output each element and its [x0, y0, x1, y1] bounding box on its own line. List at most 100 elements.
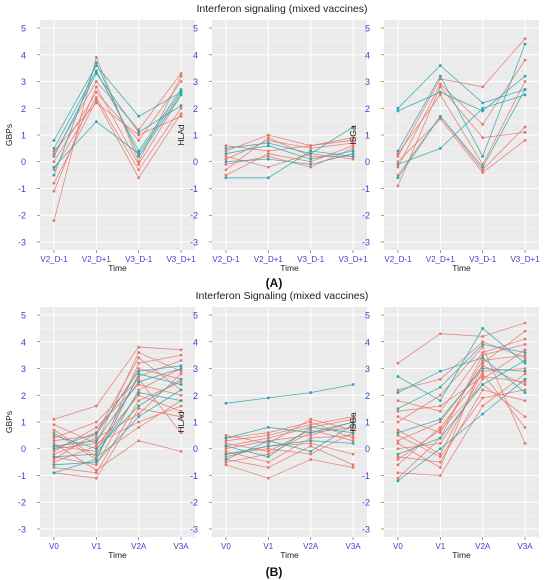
series-line — [397, 94, 526, 165]
data-point — [351, 157, 355, 161]
series-line — [225, 429, 354, 452]
data-point — [481, 353, 485, 357]
x-tick-label: V3_D+1 — [166, 255, 196, 264]
x-tick-label: V2_D+1 — [82, 255, 112, 264]
series-line — [397, 343, 526, 409]
data-point — [179, 364, 183, 368]
data-point — [481, 136, 485, 140]
data-point — [396, 455, 400, 459]
data-point — [52, 165, 56, 169]
x-tick-label: V1 — [91, 542, 101, 551]
data-point — [438, 417, 442, 421]
y-tick-label: 0 — [193, 444, 198, 454]
data-point — [309, 441, 313, 445]
data-point — [523, 348, 527, 352]
data-point — [396, 479, 400, 483]
data-point — [94, 61, 98, 65]
data-point — [309, 450, 313, 453]
chart-a-gbps: -3 -2 -1 0 1 2 3 4 5 V2_D-1 V2_D+1 V3_D-1 V3_D+1 Time… — [4, 20, 196, 273]
data-point — [52, 431, 56, 435]
data-point — [179, 372, 183, 376]
data-point — [481, 101, 485, 105]
data-point — [266, 439, 270, 443]
data-point — [266, 141, 270, 145]
data-point — [523, 391, 527, 394]
data-point — [266, 133, 270, 137]
data-point — [309, 428, 313, 432]
data-point — [396, 433, 400, 437]
series-line — [225, 145, 354, 160]
data-point — [52, 428, 56, 432]
data-point — [266, 165, 270, 169]
x-tick-label: V0 — [49, 542, 59, 551]
y-tick-label: -1 — [190, 471, 198, 481]
data-point — [523, 353, 527, 357]
data-point — [438, 90, 442, 94]
y-tick-label: 5 — [365, 311, 370, 321]
data-point — [396, 471, 400, 475]
data-point — [179, 114, 183, 118]
data-point — [94, 441, 98, 445]
data-point — [137, 133, 141, 137]
panel-b-title: Interferon Signaling (mixed vaccines) — [196, 290, 369, 302]
data-point — [523, 361, 527, 365]
data-point — [94, 120, 98, 124]
series-line — [53, 99, 182, 184]
data-point — [438, 399, 442, 403]
data-point — [351, 125, 355, 129]
data-point — [396, 439, 400, 443]
data-point — [52, 138, 56, 142]
x-tick-label: V3A — [345, 542, 361, 551]
data-point — [52, 181, 56, 185]
series-line — [225, 435, 354, 463]
data-point — [438, 474, 442, 477]
data-point — [309, 417, 313, 421]
x-tick-label: V2A — [131, 542, 147, 551]
data-point — [137, 149, 141, 153]
data-point — [523, 415, 527, 419]
data-point — [224, 160, 228, 164]
data-point — [266, 144, 270, 148]
data-point — [224, 401, 228, 405]
data-point — [351, 149, 355, 153]
data-point — [523, 399, 527, 403]
data-point — [523, 388, 527, 392]
data-point — [523, 356, 527, 360]
x-tick-label: V1 — [435, 542, 445, 551]
series-line — [53, 408, 182, 479]
data-point — [396, 160, 400, 164]
series-line — [53, 378, 182, 439]
series-line — [397, 384, 526, 460]
data-point — [266, 149, 270, 153]
data-point — [351, 415, 355, 419]
data-point — [309, 420, 313, 424]
y-axis-label: HLAd — [176, 124, 186, 146]
data-point — [481, 168, 485, 172]
y-tick-label: 0 — [365, 157, 370, 167]
data-point — [179, 80, 183, 83]
chart-a-hlad: -3 -2 -1 0 1 2 3 4 5 V2_D-1 V2_D+1 V3_D-1 V3_D+1 Time… — [176, 20, 368, 273]
data-point — [224, 463, 228, 467]
data-point — [309, 431, 313, 435]
series-line — [397, 368, 526, 434]
data-point — [351, 425, 355, 429]
data-point — [179, 90, 183, 94]
data-point — [523, 37, 527, 41]
x-axis-label: Time — [280, 263, 299, 273]
series-line — [225, 426, 354, 458]
data-point — [309, 458, 313, 461]
y-tick-label: -3 — [362, 237, 370, 247]
y-tick-label: 2 — [21, 104, 26, 114]
data-point — [266, 447, 270, 451]
data-point — [137, 154, 141, 158]
x-tick-label: V3_D-1 — [469, 255, 497, 264]
data-point — [396, 431, 400, 435]
y-axis-label: GBPs — [4, 124, 14, 146]
data-point — [94, 471, 98, 475]
series-line — [397, 373, 526, 476]
data-point — [224, 439, 228, 443]
series-line — [225, 384, 354, 404]
y-tick-label: -2 — [362, 498, 370, 508]
series-line — [397, 59, 526, 168]
data-point — [52, 189, 56, 193]
